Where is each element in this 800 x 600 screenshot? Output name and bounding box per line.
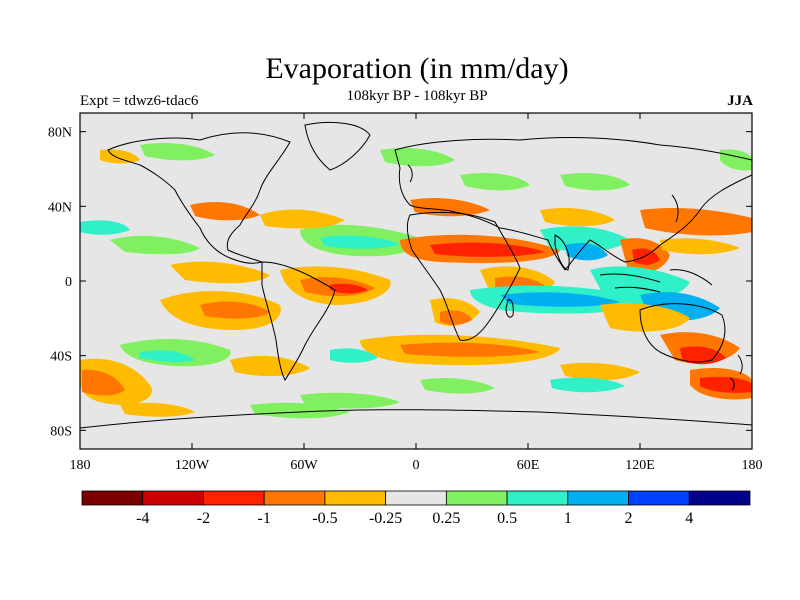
colorbar-label: 0.25	[432, 510, 460, 527]
colorbar-label: -1	[258, 510, 271, 527]
colorbar-label: -0.5	[312, 510, 337, 527]
lat-tick-label: 40N	[48, 200, 72, 215]
colorbar-label: -2	[197, 510, 210, 527]
colorbar-swatch	[203, 490, 265, 506]
colorbar-swatch	[567, 490, 629, 506]
lon-tick-label: 0	[413, 458, 420, 473]
map-subtitle: 108kyr BP - 108kyr BP	[346, 88, 488, 104]
lat-tick-label: 80S	[50, 424, 72, 439]
colorbar-swatch	[263, 490, 326, 506]
lon-tick-label: 180	[742, 458, 763, 473]
lon-tick-label: 120E	[625, 458, 655, 473]
colorbar-label: 1	[564, 510, 572, 527]
colorbar-swatch	[324, 490, 387, 506]
map-title: Evaporation (in mm/day)	[265, 52, 569, 85]
colorbar-label: -4	[136, 510, 149, 527]
map-panel: 180 120W 60W 0 60E 120E 180 80N 40N 0 40S 80S	[48, 112, 763, 473]
colorbar-swatch	[385, 490, 447, 506]
colorbar-label: 2	[625, 510, 633, 527]
colorbar-swatch	[688, 490, 751, 506]
anomaly-fields	[80, 143, 752, 419]
colorbar-swatch	[142, 490, 204, 506]
colorbar-label: 4	[685, 510, 693, 527]
colorbar-swatch	[445, 490, 508, 506]
season-label: JJA	[727, 93, 753, 109]
colorbar-swatch	[628, 490, 690, 506]
colorbar-swatch	[81, 490, 144, 506]
lon-tick-label: 60W	[290, 458, 318, 473]
lat-tick-label: 0	[65, 275, 72, 290]
colorbar: -4 -2 -1 -0.5 -0.25 0.25 0.5 1 2 4	[81, 490, 751, 527]
experiment-label: Expt = tdwz6-tdac6	[80, 93, 199, 109]
lat-tick-label: 80N	[48, 126, 72, 141]
colorbar-swatch	[506, 490, 569, 506]
lon-tick-label: 60E	[517, 458, 540, 473]
colorbar-label: -0.25	[369, 510, 402, 527]
colorbar-label: 0.5	[497, 510, 517, 527]
latitude-axis: 80N 40N 0 40S 80S	[48, 126, 752, 439]
lon-tick-label: 180	[70, 458, 91, 473]
longitude-axis: 180 120W 60W 0 60E 120E 180	[70, 113, 763, 473]
lon-tick-label: 120W	[175, 458, 210, 473]
lat-tick-label: 40S	[50, 350, 72, 365]
coastlines	[79, 121, 753, 429]
